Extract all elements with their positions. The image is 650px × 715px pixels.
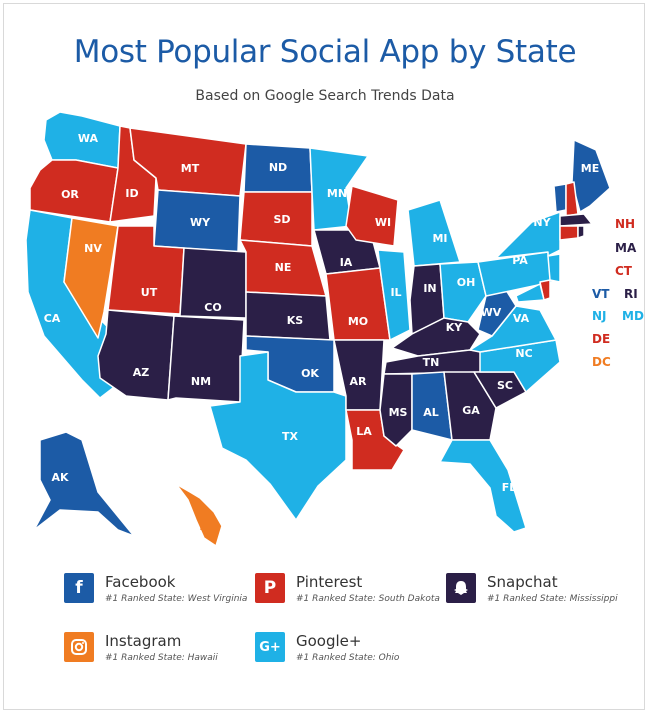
state-label-in: IN bbox=[423, 282, 436, 295]
state-mi bbox=[407, 199, 461, 267]
legend-rank: #1 Ranked State: Hawaii bbox=[105, 653, 218, 663]
side-label-ct: CT bbox=[615, 264, 633, 278]
state-label-me: ME bbox=[581, 162, 599, 175]
state-label-hi: HI bbox=[199, 520, 212, 533]
legend-name: Facebook bbox=[105, 573, 176, 591]
side-label-nj: NJ bbox=[592, 309, 607, 323]
state-label-va: VA bbox=[513, 312, 530, 325]
state-label-ks: KS bbox=[287, 314, 304, 327]
page-subtitle: Based on Google Search Trends Data bbox=[195, 88, 455, 104]
state-label-sd: SD bbox=[273, 213, 290, 226]
state-label-ms: MS bbox=[389, 406, 408, 419]
state-label-wi: WI bbox=[375, 216, 391, 229]
state-label-nm: NM bbox=[191, 375, 211, 388]
state-label-ne: NE bbox=[275, 261, 292, 274]
state-vt bbox=[553, 183, 567, 213]
facebook-icon: f bbox=[64, 573, 94, 603]
state-ct bbox=[559, 225, 579, 241]
state-label-nd: ND bbox=[269, 161, 287, 174]
state-label-tn: TN bbox=[423, 356, 440, 369]
state-label-ak: AK bbox=[51, 471, 69, 484]
side-label-vt: VT bbox=[592, 287, 610, 301]
state-label-ia: IA bbox=[340, 256, 353, 269]
state-nm bbox=[167, 315, 245, 403]
state-ny bbox=[495, 211, 561, 259]
state-label-tx: TX bbox=[282, 430, 299, 443]
state-oh bbox=[439, 261, 487, 323]
state-tx bbox=[209, 351, 347, 521]
state-ak bbox=[33, 431, 135, 537]
legend-item-instagram: Instagram #1 Ranked State: Hawaii bbox=[64, 632, 224, 672]
state-label-wa: WA bbox=[78, 132, 99, 145]
state-mo bbox=[325, 267, 391, 341]
googleplus-icon: G+ bbox=[255, 632, 285, 662]
pinterest-icon: P bbox=[255, 573, 285, 603]
state-nv bbox=[63, 217, 119, 339]
side-label-nh: NH bbox=[615, 217, 635, 231]
state-label-sc: SC bbox=[497, 379, 513, 392]
state-label-ut: UT bbox=[141, 286, 158, 299]
side-label-dc: DC bbox=[592, 355, 611, 369]
state-label-ar: AR bbox=[350, 375, 368, 388]
state-label-co: CO bbox=[204, 301, 221, 314]
state-label-ny: NY bbox=[533, 216, 551, 229]
instagram-icon bbox=[64, 632, 94, 662]
state-label-mt: MT bbox=[181, 162, 200, 175]
state-md bbox=[515, 283, 545, 303]
state-fl bbox=[439, 439, 527, 533]
state-label-ca: CA bbox=[44, 312, 61, 325]
state-ma bbox=[559, 213, 593, 227]
state-label-il: IL bbox=[390, 286, 401, 299]
state-label-ky: KY bbox=[446, 321, 464, 334]
state-label-ga: GA bbox=[462, 404, 480, 417]
state-nj bbox=[547, 253, 561, 283]
side-label-ma: MA bbox=[615, 241, 637, 255]
state-label-ok: OK bbox=[301, 367, 319, 380]
legend-name: Google+ bbox=[296, 632, 362, 650]
state-label-pa: PA bbox=[512, 254, 528, 267]
legend-rank: #1 Ranked State: South Dakota bbox=[296, 594, 440, 604]
state-label-nc: NC bbox=[515, 347, 532, 360]
state-label-or: OR bbox=[61, 188, 79, 201]
state-label-az: AZ bbox=[133, 366, 150, 379]
side-label-de: DE bbox=[592, 332, 610, 346]
legend-name: Instagram bbox=[105, 632, 182, 650]
state-label-wv: WV bbox=[481, 306, 502, 319]
legend-rank: #1 Ranked State: Ohio bbox=[296, 653, 400, 663]
state-label-wy: WY bbox=[190, 216, 211, 229]
state-label-mn: MN bbox=[327, 187, 347, 200]
legend-name: Snapchat bbox=[487, 573, 558, 591]
state-wi bbox=[345, 185, 399, 247]
state-me bbox=[571, 139, 611, 213]
legend-rank: #1 Ranked State: Mississippi bbox=[487, 594, 618, 604]
snapchat-icon bbox=[446, 573, 476, 603]
state-label-id: ID bbox=[125, 187, 138, 200]
side-label-ri: RI bbox=[624, 287, 638, 301]
state-hi bbox=[175, 483, 223, 547]
side-label-md: MD bbox=[622, 309, 644, 323]
state-label-fl: FL bbox=[502, 481, 517, 494]
legend-rank: #1 Ranked State: West Virginia bbox=[105, 594, 248, 604]
state-label-la: LA bbox=[356, 425, 372, 438]
state-label-oh: OH bbox=[457, 276, 476, 289]
legend-name: Pinterest bbox=[296, 573, 363, 591]
legend-item-facebook: f Facebook #1 Ranked State: West Virginia bbox=[64, 573, 247, 613]
legend-item-googleplus: G+ Google+ #1 Ranked State: Ohio bbox=[255, 632, 415, 672]
page-title: Most Popular Social App by State bbox=[73, 34, 577, 70]
state-label-nv: NV bbox=[84, 242, 102, 255]
state-label-al: AL bbox=[423, 406, 439, 419]
state-label-mo: MO bbox=[348, 315, 368, 328]
state-ga bbox=[443, 371, 497, 441]
state-or bbox=[29, 159, 119, 223]
state-ri bbox=[577, 225, 585, 239]
state-label-mi: MI bbox=[432, 232, 447, 245]
legend-item-pinterest: P Pinterest #1 Ranked State: South Dakota bbox=[255, 573, 440, 613]
legend-item-snapchat: Snapchat #1 Ranked State: Mississippi bbox=[446, 573, 618, 613]
state-il bbox=[377, 249, 411, 341]
